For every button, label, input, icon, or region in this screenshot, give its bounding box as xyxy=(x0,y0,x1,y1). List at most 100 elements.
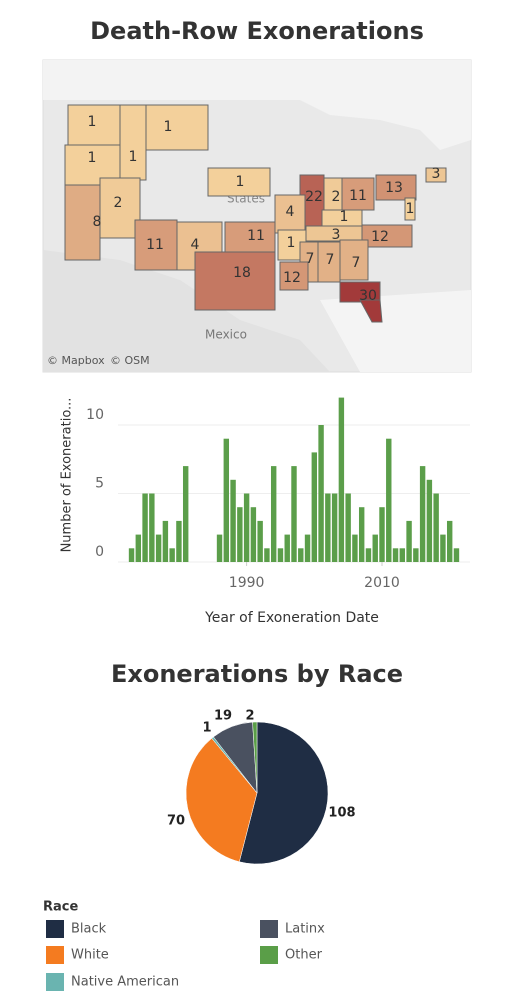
bar xyxy=(331,493,338,562)
bar xyxy=(264,548,270,562)
x-tick-label: 1990 xyxy=(229,575,265,591)
pie-value-label: 2 xyxy=(245,709,254,724)
state-region xyxy=(279,261,309,291)
state-value-label: 7 xyxy=(352,255,361,271)
map-label: Mexico xyxy=(205,328,247,342)
pie-value-label: 70 xyxy=(167,814,185,829)
bar xyxy=(365,548,372,562)
state-value-label: 3 xyxy=(432,166,441,182)
x-tick-label: 2010 xyxy=(364,575,400,591)
state-region xyxy=(119,104,147,181)
bar xyxy=(270,466,277,562)
pie-value-label: 1 xyxy=(202,721,211,736)
state-value-label: 1 xyxy=(340,209,349,225)
state-region xyxy=(425,167,447,183)
bar xyxy=(433,493,439,562)
state-value-label: 1 xyxy=(164,119,173,135)
pie-title: Exonerations by Race xyxy=(111,660,403,688)
bar xyxy=(257,520,263,562)
state-value-label: 1 xyxy=(287,235,296,251)
state-region xyxy=(339,239,369,281)
state-region xyxy=(339,281,381,303)
legend-swatch xyxy=(46,920,64,938)
bar xyxy=(446,520,453,562)
state-value-label: 11 xyxy=(349,188,367,204)
bar xyxy=(284,534,290,562)
legend-label: White xyxy=(71,948,109,963)
state-value-label: 12 xyxy=(283,270,301,286)
bar xyxy=(250,507,257,562)
legend-label: Latinx xyxy=(285,922,325,937)
bar xyxy=(358,507,365,562)
state-region xyxy=(375,174,417,201)
legend-label: Black xyxy=(71,922,107,937)
gulf-area xyxy=(320,290,471,372)
map-credit: © Mapbox xyxy=(47,354,105,367)
state-region xyxy=(224,221,276,253)
bar xyxy=(162,520,169,562)
pie-value-label: 19 xyxy=(214,709,232,724)
state-value-label: 4 xyxy=(191,237,200,253)
pie-slice xyxy=(185,737,258,863)
bar xyxy=(318,425,324,562)
bar xyxy=(406,520,412,562)
state-region xyxy=(99,177,141,239)
state-region xyxy=(361,224,413,248)
state-value-label: 22 xyxy=(305,189,323,205)
legend-label: Native American xyxy=(71,975,179,990)
bar xyxy=(176,520,182,562)
state-value-label: 1 xyxy=(129,149,138,165)
y-tick-label: 0 xyxy=(95,544,104,560)
state-value-label: 18 xyxy=(233,265,251,281)
bar xyxy=(379,507,385,562)
bar xyxy=(149,493,155,562)
legend-swatch xyxy=(260,946,278,964)
state-value-label: 1 xyxy=(406,201,415,217)
y-tick-label: 10 xyxy=(86,407,104,423)
bar xyxy=(237,507,243,562)
bar xyxy=(426,479,433,562)
map-title: Death-Row Exonerations xyxy=(90,17,424,45)
mexico-area xyxy=(43,250,330,372)
bar xyxy=(392,548,399,562)
bar xyxy=(352,534,358,562)
bar xyxy=(243,493,250,562)
state-value-label: 12 xyxy=(371,229,389,245)
bar xyxy=(345,493,351,562)
state-region xyxy=(404,197,416,221)
bar xyxy=(413,548,419,562)
state-region xyxy=(359,299,383,323)
legend-swatch xyxy=(260,920,278,938)
bar xyxy=(223,438,230,562)
pie-slice xyxy=(239,721,329,865)
bar xyxy=(216,534,223,562)
state-value-label: 1 xyxy=(88,114,97,130)
state-value-label: 2 xyxy=(114,195,123,211)
bar xyxy=(142,493,148,562)
state-region xyxy=(207,167,271,197)
bar xyxy=(230,479,236,562)
state-value-label: 3 xyxy=(332,227,341,243)
legend-title: Race xyxy=(43,900,78,915)
state-value-label: 8 xyxy=(93,214,102,230)
bar xyxy=(182,466,189,562)
bar xyxy=(338,397,345,562)
bar xyxy=(311,452,318,562)
state-value-label: 7 xyxy=(306,251,315,267)
bar xyxy=(325,493,331,562)
legend-swatch xyxy=(46,973,64,991)
bar xyxy=(304,534,311,562)
bar xyxy=(386,438,392,562)
bar xyxy=(453,548,460,562)
y-axis-label: Number of Exoneratio... xyxy=(60,398,75,553)
bar xyxy=(372,534,378,562)
state-value-label: 4 xyxy=(286,204,295,220)
bar xyxy=(399,548,406,562)
bar xyxy=(298,548,304,562)
bar xyxy=(277,548,284,562)
bar xyxy=(440,534,446,562)
bar xyxy=(128,548,135,562)
bar xyxy=(419,466,426,562)
